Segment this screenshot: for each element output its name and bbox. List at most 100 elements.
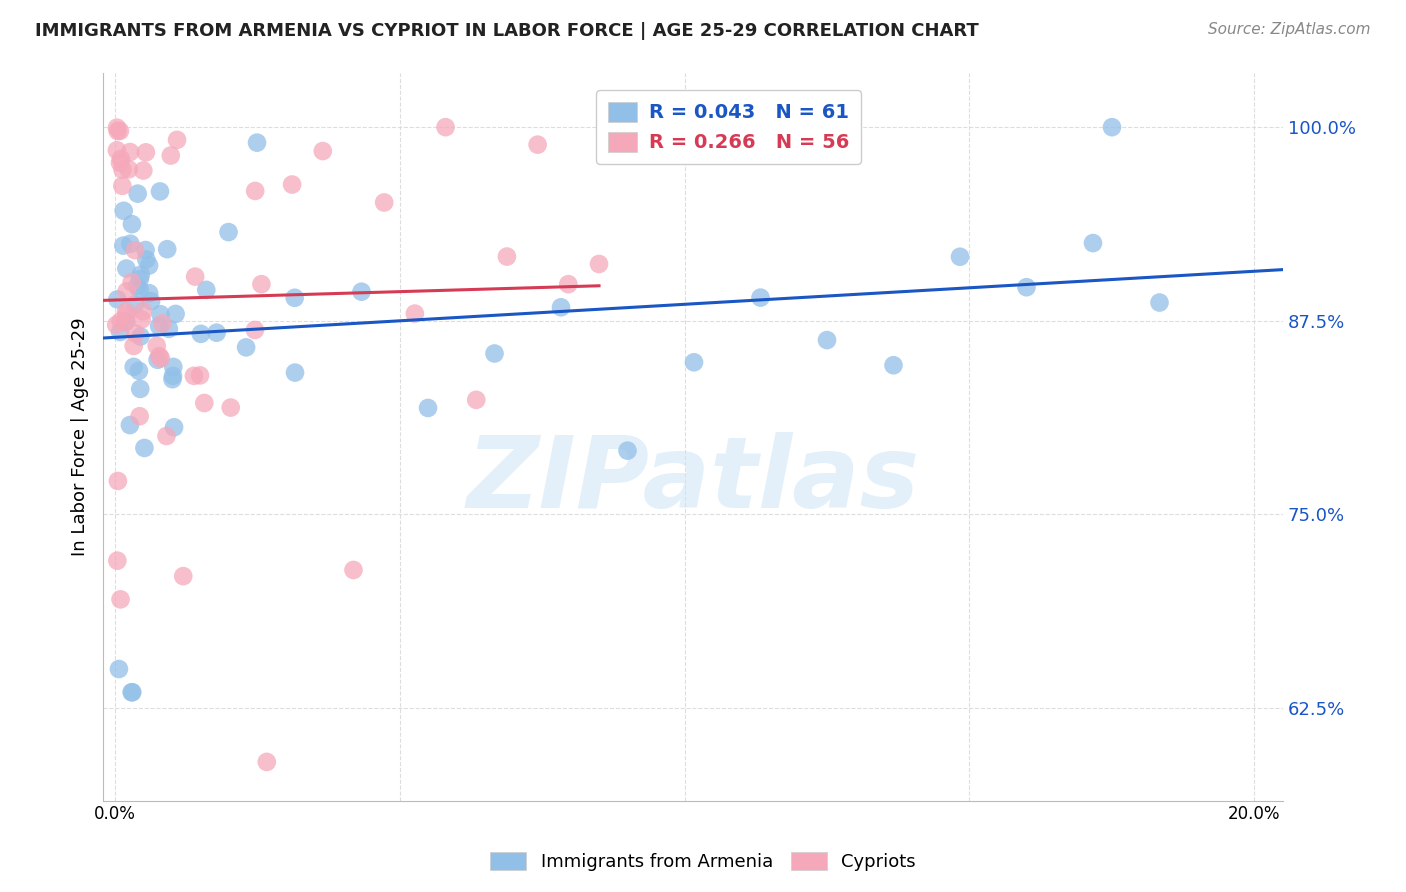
Point <box>155 429 177 443</box>
Point <box>107 124 129 138</box>
Point <box>124 297 146 311</box>
Point <box>256 755 278 769</box>
Point <box>152 316 174 330</box>
Point <box>110 152 132 166</box>
Point <box>115 314 138 328</box>
Point <box>550 300 572 314</box>
Point <box>131 312 153 326</box>
Point <box>749 291 772 305</box>
Point <box>105 120 128 135</box>
Point <box>105 143 128 157</box>
Point <box>1101 120 1123 135</box>
Point <box>149 185 172 199</box>
Point <box>219 401 242 415</box>
Point <box>108 662 131 676</box>
Point <box>129 268 152 282</box>
Point <box>127 186 149 201</box>
Point <box>404 307 426 321</box>
Point <box>135 252 157 267</box>
Point <box>815 333 838 347</box>
Point <box>149 307 172 321</box>
Point <box>183 368 205 383</box>
Point <box>218 225 240 239</box>
Point <box>120 236 142 251</box>
Point <box>195 283 218 297</box>
Point <box>373 195 395 210</box>
Point <box>127 279 149 293</box>
Point <box>193 396 215 410</box>
Point <box>114 316 136 330</box>
Point <box>149 351 172 366</box>
Point <box>557 277 579 292</box>
Point <box>526 137 548 152</box>
Point <box>124 243 146 257</box>
Point <box>118 162 141 177</box>
Point <box>162 372 184 386</box>
Point <box>115 261 138 276</box>
Point <box>148 319 170 334</box>
Point <box>148 349 170 363</box>
Point <box>115 285 138 299</box>
Point <box>108 124 131 138</box>
Point <box>115 308 138 322</box>
Point <box>129 382 152 396</box>
Point <box>172 569 194 583</box>
Point <box>156 242 179 256</box>
Point <box>138 259 160 273</box>
Point <box>250 277 273 292</box>
Point <box>190 326 212 341</box>
Point <box>188 368 211 383</box>
Point <box>683 355 706 369</box>
Text: IMMIGRANTS FROM ARMENIA VS CYPRIOT IN LABOR FORCE | AGE 25-29 CORRELATION CHART: IMMIGRANTS FROM ARMENIA VS CYPRIOT IN LA… <box>35 22 979 40</box>
Point <box>121 685 143 699</box>
Point <box>110 592 132 607</box>
Point <box>128 283 150 297</box>
Point <box>162 359 184 374</box>
Point <box>132 304 155 318</box>
Point <box>588 257 610 271</box>
Point <box>111 178 134 193</box>
Point <box>122 339 145 353</box>
Point <box>145 339 167 353</box>
Point <box>128 409 150 424</box>
Point <box>184 269 207 284</box>
Point <box>416 401 439 415</box>
Legend: R = 0.043   N = 61, R = 0.266   N = 56: R = 0.043 N = 61, R = 0.266 N = 56 <box>596 90 860 164</box>
Point <box>118 145 141 159</box>
Point <box>882 358 904 372</box>
Point <box>146 352 169 367</box>
Point <box>205 326 228 340</box>
Point <box>135 145 157 160</box>
Point <box>138 286 160 301</box>
Point <box>129 329 152 343</box>
Point <box>105 554 128 568</box>
Point <box>163 420 186 434</box>
Point <box>1149 295 1171 310</box>
Point <box>105 318 128 332</box>
Point <box>1081 235 1104 250</box>
Point <box>166 133 188 147</box>
Point <box>949 250 972 264</box>
Point <box>135 243 157 257</box>
Point <box>121 685 143 699</box>
Point <box>118 418 141 433</box>
Point <box>108 325 131 339</box>
Point <box>105 293 128 307</box>
Y-axis label: In Labor Force | Age 25-29: In Labor Force | Age 25-29 <box>72 318 89 556</box>
Text: ZIPatlas: ZIPatlas <box>467 432 920 529</box>
Point <box>284 291 307 305</box>
Point <box>134 441 156 455</box>
Point <box>107 474 129 488</box>
Legend: Immigrants from Armenia, Cypriots: Immigrants from Armenia, Cypriots <box>482 845 924 879</box>
Point <box>465 392 488 407</box>
Point <box>132 163 155 178</box>
Point <box>284 366 307 380</box>
Point <box>157 322 180 336</box>
Point <box>110 314 132 328</box>
Point <box>235 340 257 354</box>
Point <box>1015 280 1038 294</box>
Point <box>350 285 373 299</box>
Point <box>496 250 519 264</box>
Point <box>342 563 364 577</box>
Point <box>111 162 134 177</box>
